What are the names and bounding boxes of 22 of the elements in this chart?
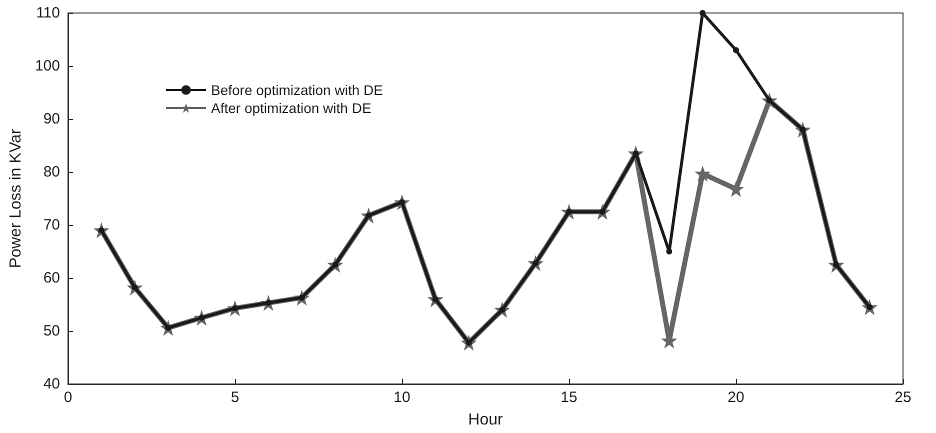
legend-label: After optimization with DE	[211, 100, 372, 116]
point	[700, 10, 706, 16]
x-axis-title: Hour	[468, 412, 504, 428]
y-tick-label: 60	[43, 270, 60, 286]
y-tick-label: 50	[43, 322, 60, 340]
point	[733, 47, 739, 54]
y-tick-label: 90	[43, 110, 60, 128]
legend-label: Before optimization with DE	[211, 82, 383, 98]
point	[666, 248, 672, 254]
x-tick-label: 0	[64, 389, 72, 406]
y-tick-label: 80	[43, 164, 60, 180]
point	[694, 166, 711, 182]
y-tick-label: 40	[43, 376, 60, 392]
x-tick-label: 10	[394, 389, 410, 406]
x-tick-label: 25	[894, 389, 912, 406]
x-tick-label: 5	[230, 389, 240, 406]
x-tick-label: 15	[560, 389, 578, 406]
y-tick-label: 100	[34, 58, 60, 74]
y-tick-label: 70	[43, 216, 60, 234]
x-tick-label: 20	[728, 389, 744, 406]
y-axis-title: Power Loss in KVar	[8, 128, 25, 268]
y-tick-label: 110	[36, 4, 60, 22]
